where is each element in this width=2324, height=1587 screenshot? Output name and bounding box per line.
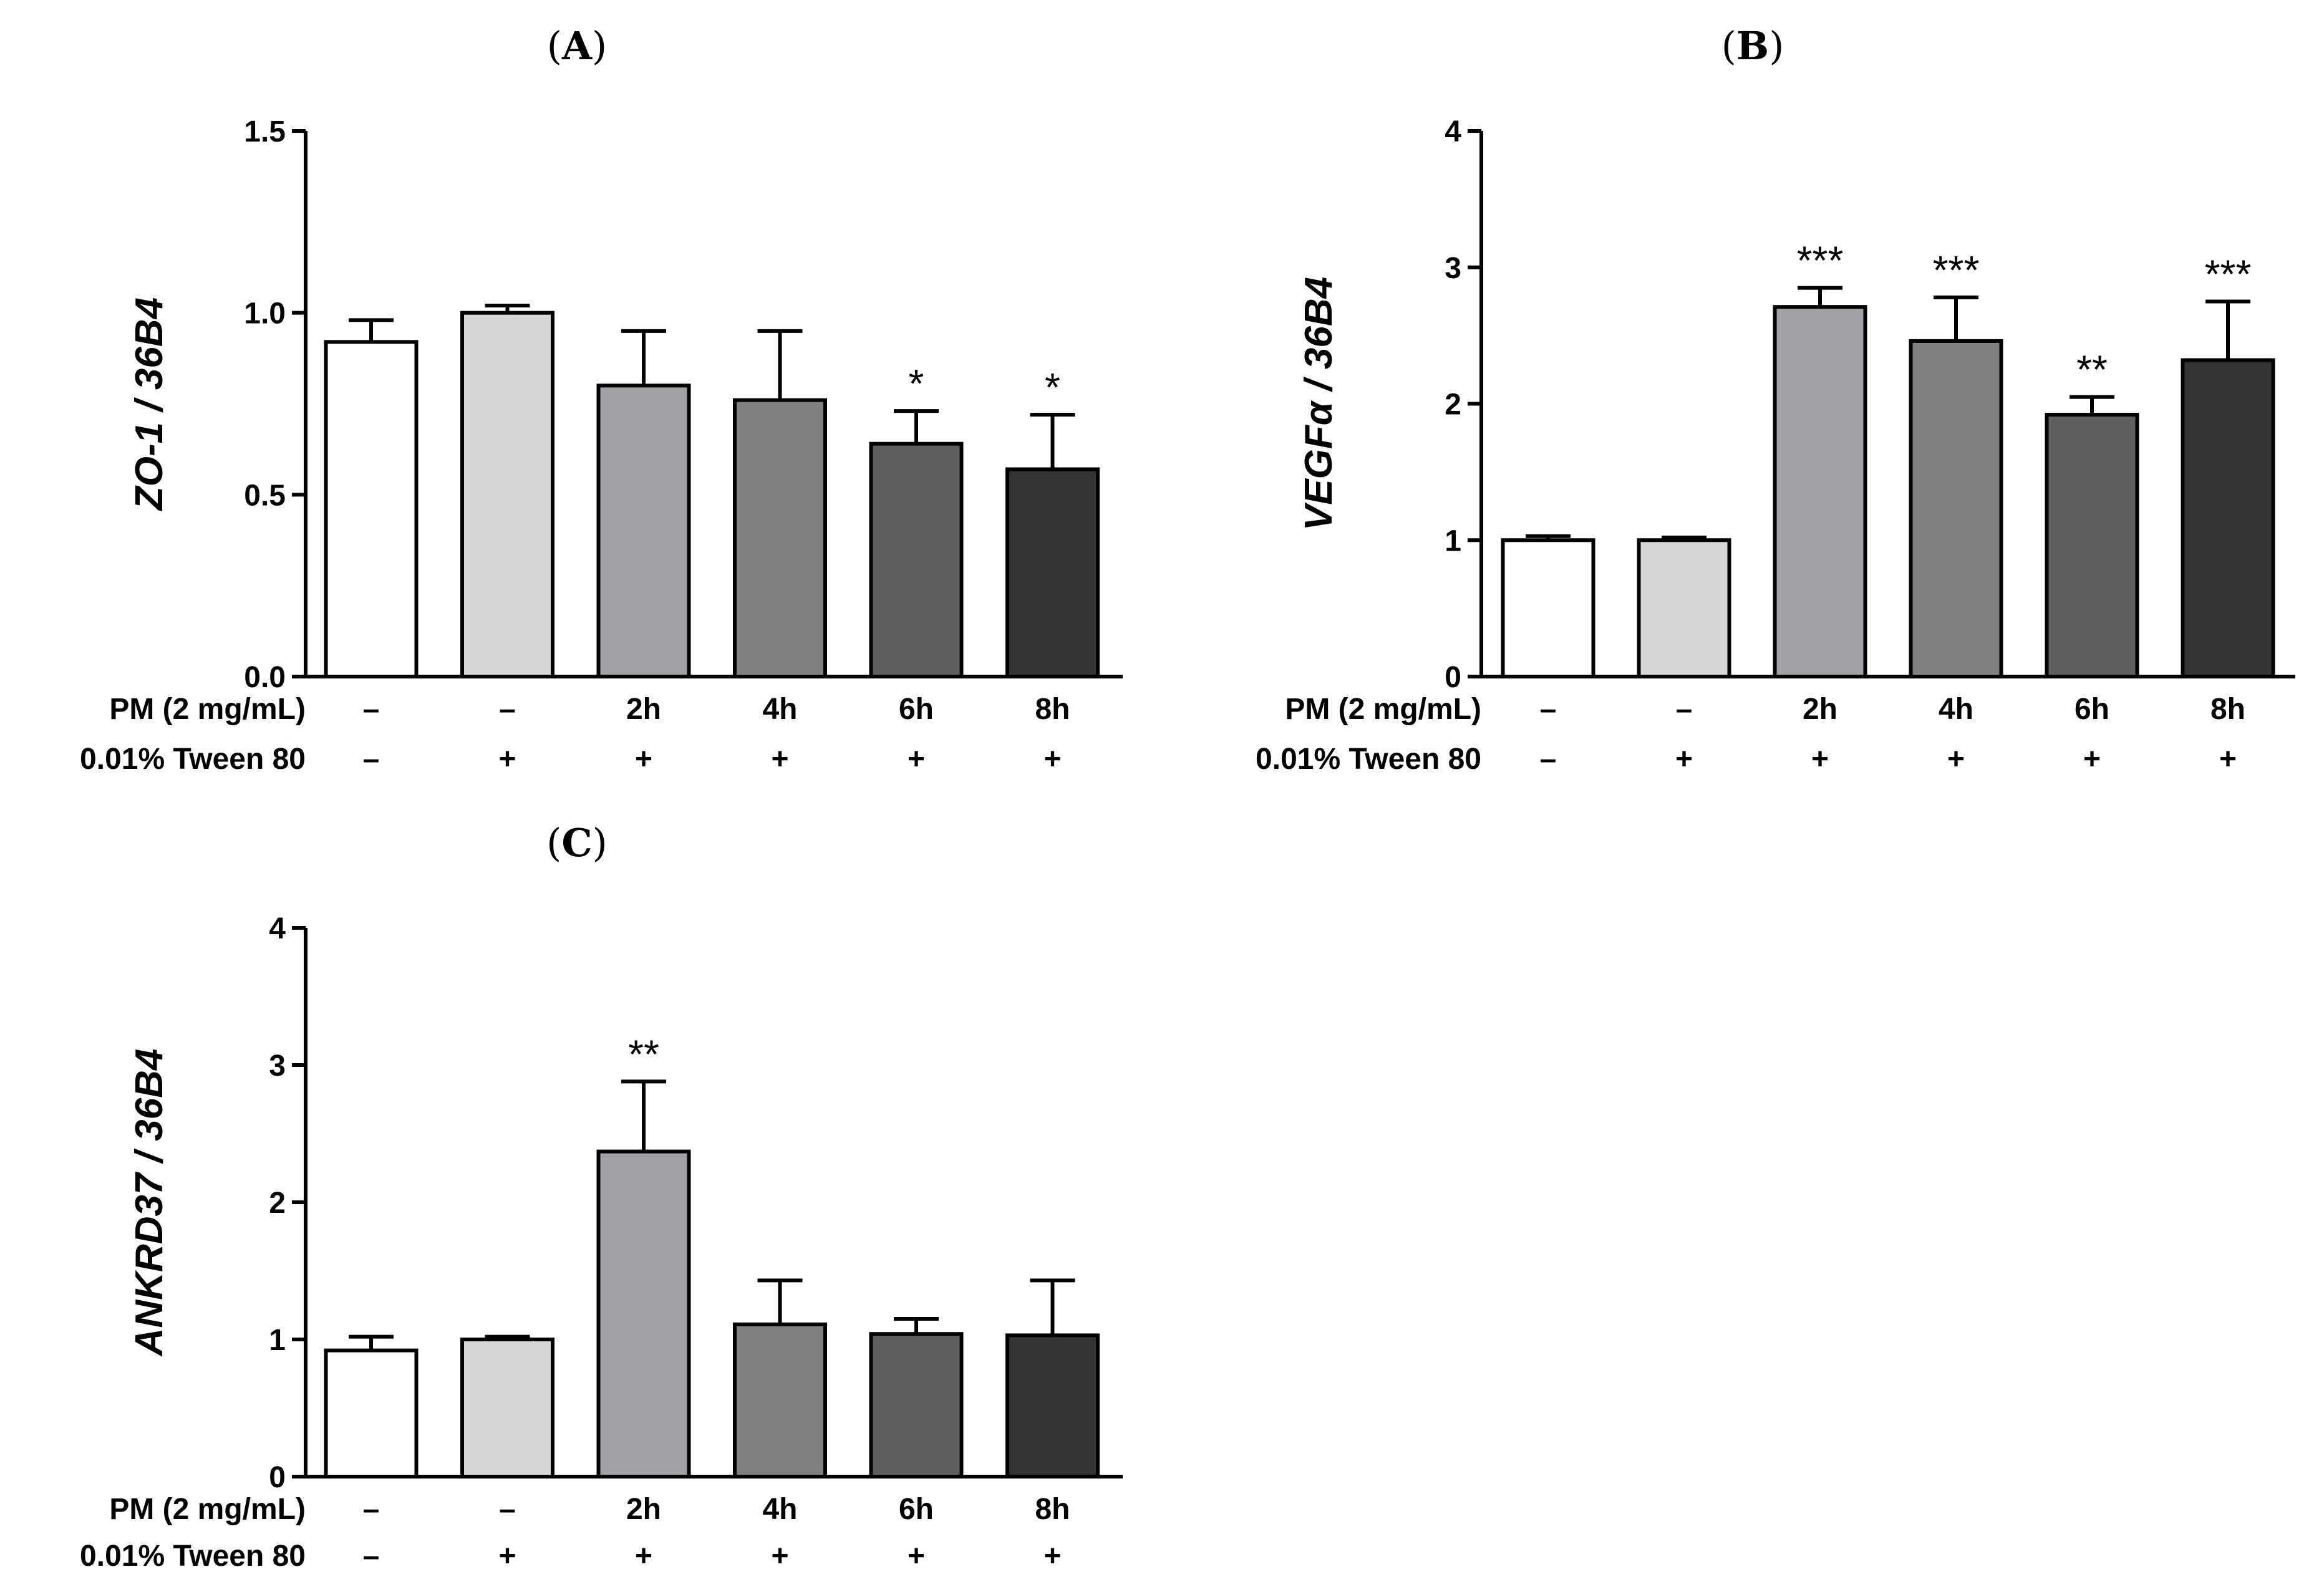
panelc-y-tick-label: 3 <box>269 1049 286 1083</box>
panela-pm-value: 6h <box>899 693 934 726</box>
panelc-y-title: ANKRD37 / 36B4 <box>128 1049 171 1358</box>
panela-tween-value: + <box>908 743 925 776</box>
panelc-y-tick-label: 2 <box>269 1187 286 1220</box>
panelb-pm-value: 6h <box>2075 693 2109 726</box>
panela-pm-value: 8h <box>1035 693 1070 726</box>
panelb-label: (B) <box>1721 23 1784 69</box>
panelc-bar <box>869 1332 964 1478</box>
panelc-tween-value: + <box>771 1540 788 1573</box>
panelc-pm-row-label: PM (2 mg/mL) <box>109 1493 306 1526</box>
panelb-bar <box>1637 538 1731 678</box>
panela-bar <box>460 311 554 678</box>
panelc-tween-value: + <box>908 1540 925 1573</box>
panelc-y-tick-label: 4 <box>269 912 286 945</box>
panelb-significance: *** <box>2205 251 2252 296</box>
panelc-pm-value: 6h <box>899 1493 934 1526</box>
panela-y-tick-label: 0.5 <box>244 479 286 512</box>
panelc-pm-value: 8h <box>1035 1493 1070 1526</box>
panela-significance: * <box>1045 365 1060 410</box>
panelb-pm-value: – <box>1676 693 1693 726</box>
panelb-significance: ** <box>2076 347 2108 392</box>
panela-bar <box>869 441 964 679</box>
panelb-y-tick-label: 2 <box>1445 388 1461 422</box>
panelb-tween-value: + <box>2083 743 2101 776</box>
panelc-y-tick-label: 1 <box>269 1324 286 1357</box>
panelc-bar <box>460 1338 554 1478</box>
panelc-tween-value: – <box>363 1540 380 1573</box>
panelb-pm-value: 2h <box>1803 693 1837 726</box>
panela-pm-value: 4h <box>762 693 797 726</box>
panelb-tween-row-label: 0.01% Tween 80 <box>1256 743 1481 776</box>
panela-bar <box>733 398 827 679</box>
panelb-bar <box>1773 305 1867 678</box>
panelc-label: (C) <box>546 820 608 866</box>
panelb-tween-value: + <box>1811 743 1829 776</box>
panela-pm-row-label: PM (2 mg/mL) <box>109 693 306 726</box>
panela-label: (A) <box>547 23 608 69</box>
panelc-bar <box>324 1348 419 1479</box>
panela-tween-value: + <box>771 743 788 776</box>
panelc-bar <box>1005 1333 1100 1478</box>
panela-y-tick-label: 1.0 <box>244 297 286 330</box>
panelb-pm-value: 4h <box>1939 693 1973 726</box>
panela-pm-value: – <box>363 693 380 726</box>
panelb-bar <box>2045 413 2139 678</box>
panelb-bar <box>2181 358 2275 678</box>
panela-tween-row-label: 0.01% Tween 80 <box>80 743 306 776</box>
panelb-bar <box>1501 538 1595 678</box>
panelb-significance: *** <box>1933 248 1980 292</box>
panela-tween-value: + <box>498 743 516 776</box>
panelc-tween-value: + <box>498 1540 516 1573</box>
panelb-significance: *** <box>1797 238 1844 283</box>
panelc-tween-row-label: 0.01% Tween 80 <box>80 1540 306 1573</box>
panelc-bar <box>733 1322 827 1479</box>
panelc-bar <box>596 1149 691 1478</box>
panelb-tween-value: + <box>2219 743 2237 776</box>
panelb-y-tick-label: 3 <box>1445 252 1461 285</box>
panel-b: (B) 0 1 2 3 4 VEGFα / 36B4 – – – + *** 2h + *** 4h + ** 6h… <box>1256 23 2295 776</box>
panela-significance: * <box>909 361 924 406</box>
panelc-pm-value: 4h <box>762 1493 797 1526</box>
panelc-pm-value: – <box>499 1493 516 1526</box>
panelb-y-title: VEGFα / 36B4 <box>1297 277 1340 531</box>
panel-c: (C) 0 1 2 3 4 ANKRD37 / 36B4 – – – + ** 2h +4h +6h +8h +… <box>80 820 1123 1573</box>
panelc-significance: ** <box>628 1031 659 1076</box>
panelc-pm-value: 2h <box>626 1493 661 1526</box>
panelc-y-tick-label: 0 <box>269 1461 286 1494</box>
panela-y-title: ZO-1 / 36B4 <box>128 297 171 511</box>
panel-a: (A) 0.0 0.5 1.0 1.5 ZO-1 / 36B4 – – – +2h +4h + * 6h +… <box>80 23 1123 776</box>
panelc-tween-value: + <box>635 1540 652 1573</box>
panelc-pm-value: – <box>363 1493 380 1526</box>
panela-tween-value: + <box>1043 743 1061 776</box>
panela-pm-value: 2h <box>626 693 661 726</box>
panelb-bar <box>1909 339 2003 678</box>
panelb-pm-row-label: PM (2 mg/mL) <box>1285 693 1481 726</box>
panelb-y-tick-label: 0 <box>1445 661 1461 694</box>
panela-bar <box>596 383 691 678</box>
panelb-y-tick-label: 1 <box>1445 524 1461 557</box>
panela-tween-value: – <box>363 743 380 776</box>
panela-tween-value: + <box>635 743 652 776</box>
panelb-tween-value: + <box>1947 743 1965 776</box>
panelb-tween-value: + <box>1675 743 1693 776</box>
panela-y-tick-label: 1.5 <box>244 115 286 148</box>
panela-bar <box>1005 467 1100 678</box>
panela-y-tick-label: 0.0 <box>244 661 286 694</box>
panelc-tween-value: + <box>1043 1540 1061 1573</box>
panelb-pm-value: 8h <box>2210 693 2245 726</box>
panelb-pm-value: – <box>1540 693 1557 726</box>
panelb-tween-value: – <box>1540 743 1557 776</box>
panelb-y-tick-label: 4 <box>1445 115 1461 148</box>
panela-pm-value: – <box>499 693 516 726</box>
panela-bar <box>324 340 419 678</box>
